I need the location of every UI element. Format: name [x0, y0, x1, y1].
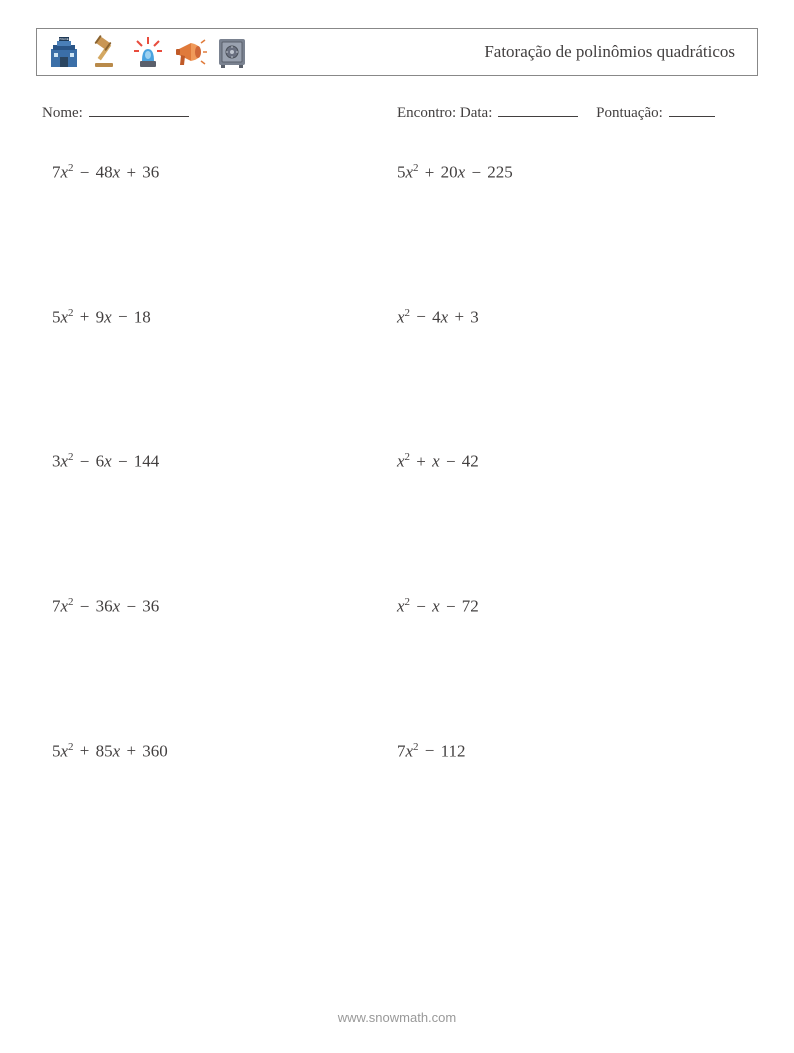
- problem: 7x2 − 48x + 36: [52, 162, 397, 183]
- info-row: Nome: Encontro: Data: Pontuação:: [36, 102, 758, 122]
- problem: 3x2 − 6x − 144: [52, 451, 397, 472]
- date-field: Encontro: Data:: [397, 102, 578, 122]
- problem-row: 7x2 − 48x + 365x2 + 20x − 225: [52, 162, 742, 183]
- score-label: Pontuação:: [596, 105, 663, 121]
- svg-text:POLICE: POLICE: [59, 38, 69, 41]
- icon-row: POLICE: [47, 35, 249, 69]
- problem: 5x2 + 85x + 360: [52, 741, 397, 762]
- problem: 7x2 − 112: [397, 741, 742, 762]
- police-station-icon: POLICE: [47, 35, 81, 69]
- problem-row: 3x2 − 6x − 144x2 + x − 42: [52, 451, 742, 472]
- megaphone-icon: [173, 35, 207, 69]
- problem-row: 5x2 + 85x + 3607x2 − 112: [52, 741, 742, 762]
- problem: x2 − 4x + 3: [397, 307, 742, 328]
- name-label: Nome:: [42, 105, 83, 121]
- problem-row: 5x2 + 9x − 18x2 − 4x + 3: [52, 307, 742, 328]
- siren-icon: [131, 35, 165, 69]
- problems-grid: 7x2 − 48x + 365x2 + 20x − 225 5x2 + 9x − …: [36, 162, 758, 761]
- name-field: Nome:: [42, 102, 397, 122]
- problem: x2 + x − 42: [397, 451, 742, 472]
- header-box: POLICE: [36, 28, 758, 76]
- score-field: Pontuação:: [596, 102, 714, 122]
- problem: 5x2 + 20x − 225: [397, 162, 742, 183]
- problem: x2 − x − 72: [397, 596, 742, 617]
- score-blank: [669, 102, 715, 117]
- problem-row: 7x2 − 36x − 36x2 − x − 72: [52, 596, 742, 617]
- gavel-icon: [89, 35, 123, 69]
- safe-icon: [215, 35, 249, 69]
- problem: 7x2 − 36x − 36: [52, 596, 397, 617]
- footer-url: www.snowmath.com: [0, 1010, 794, 1025]
- name-blank: [89, 102, 189, 117]
- problem: 5x2 + 9x − 18: [52, 307, 397, 328]
- date-blank: [498, 102, 578, 117]
- worksheet-title: Fatoração de polinômios quadráticos: [484, 42, 747, 62]
- date-label: Encontro: Data:: [397, 105, 492, 121]
